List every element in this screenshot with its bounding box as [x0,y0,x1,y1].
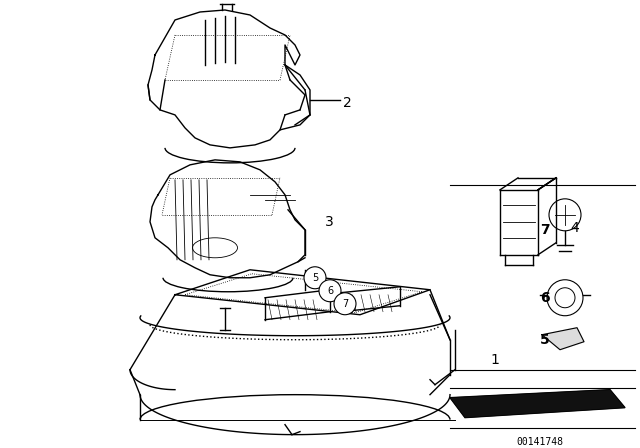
Text: 2: 2 [343,96,352,110]
Polygon shape [542,328,584,350]
Text: 6: 6 [327,286,333,296]
Text: 4: 4 [570,221,579,235]
Polygon shape [450,390,625,418]
Text: 7: 7 [540,223,550,237]
Text: 5: 5 [312,273,318,283]
Text: 1: 1 [490,353,499,367]
Text: 6: 6 [540,291,550,305]
Text: 00141748: 00141748 [516,437,563,447]
Text: 7: 7 [342,299,348,309]
Text: 5: 5 [540,333,550,347]
Text: 3: 3 [325,215,333,229]
Circle shape [334,293,356,315]
Circle shape [304,267,326,289]
Circle shape [319,280,341,302]
